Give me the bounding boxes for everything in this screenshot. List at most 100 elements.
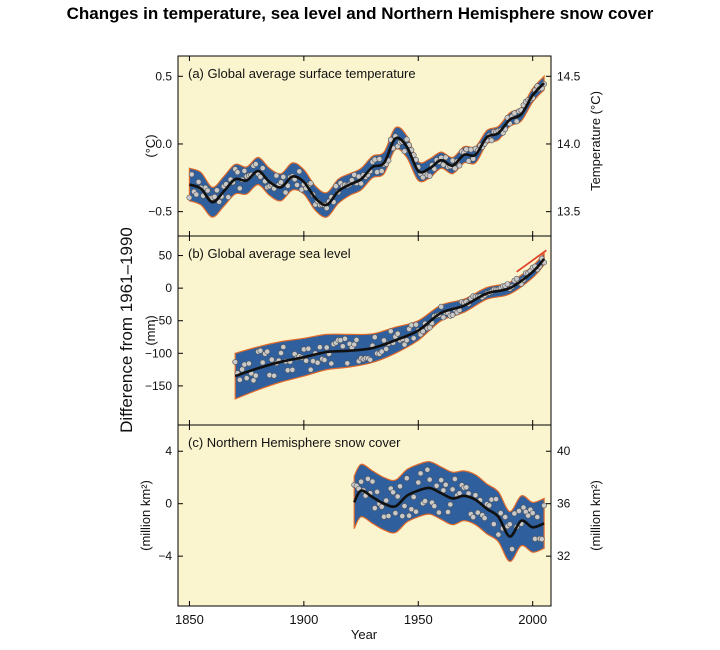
data-point — [358, 180, 364, 187]
smoothed-line — [189, 82, 546, 207]
smoothed-line — [353, 486, 545, 538]
data-point — [394, 493, 401, 500]
data-point — [188, 171, 195, 178]
data-point — [268, 356, 275, 363]
y-axis-unit-label: (mm) — [143, 315, 158, 345]
panel-background — [177, 235, 552, 426]
y-tick-label-right: 14.0 — [557, 137, 581, 151]
data-point — [289, 366, 296, 373]
data-point — [509, 546, 515, 552]
y-tick-label-left: −150 — [145, 379, 172, 393]
data-point — [314, 359, 321, 366]
data-point — [490, 521, 497, 527]
data-point — [371, 334, 378, 341]
panel-title: (a) Global average surface temperature — [188, 66, 416, 81]
data-point — [415, 479, 422, 486]
data-point — [239, 366, 245, 373]
data-point — [406, 512, 412, 519]
y-tick-label-left: 4 — [165, 444, 172, 458]
data-point — [413, 508, 419, 515]
data-point — [344, 360, 351, 367]
data-point — [397, 483, 403, 490]
data-point — [417, 470, 424, 477]
data-point — [538, 536, 545, 542]
data-point — [232, 359, 239, 365]
y-tick-label-right: 36 — [557, 497, 571, 511]
data-point — [236, 185, 243, 192]
y-tick-label-left: −4 — [158, 549, 172, 563]
data-point — [211, 193, 218, 200]
data-point — [383, 346, 390, 352]
data-point — [278, 350, 284, 356]
x-tick-label: 1850 — [175, 612, 204, 627]
data-point — [410, 494, 417, 500]
y-axis-unit-label: (million km²) — [138, 480, 153, 551]
y-tick-label-right: 32 — [557, 549, 571, 563]
data-point — [245, 360, 252, 367]
data-point — [383, 497, 390, 504]
panel-title: (c) Northern Hemisphere snow cover — [188, 435, 401, 450]
data-point — [259, 359, 266, 366]
panel-b: −150 −100 −50 0 50 (b) Global average sea lev… — [143, 235, 552, 426]
data-point — [413, 321, 419, 328]
y-axis-unit-label: (°C) — [143, 134, 158, 157]
panel-a: −0.5 0.0 0.5 13.5 14.0 14.5 (a) Global average… — [143, 55, 603, 237]
data-point — [435, 509, 442, 516]
y-tick-label-left: 50 — [159, 249, 173, 263]
panel-title: (b) Global average sea level — [188, 246, 351, 261]
data-point — [257, 173, 264, 180]
y-tick-label-right: 13.5 — [557, 205, 581, 219]
data-point — [525, 512, 531, 519]
data-point — [399, 513, 406, 519]
data-point — [364, 475, 371, 482]
data-point — [353, 336, 360, 343]
satellite-line — [516, 249, 547, 273]
data-point — [378, 348, 385, 355]
data-point — [408, 506, 415, 513]
data-point — [323, 344, 330, 351]
y-tick-label-left: 0 — [165, 497, 172, 511]
data-point — [213, 187, 220, 194]
x-axis-label: Year — [351, 627, 378, 642]
data-point — [493, 496, 499, 502]
y-axis-right-label: Temperature (°C) — [588, 91, 603, 191]
data-point — [426, 476, 433, 483]
smoothed-line — [234, 257, 546, 378]
shared-y-axis-label: Difference from 1961–1990 — [117, 227, 136, 433]
data-point — [470, 155, 477, 162]
data-point — [307, 366, 314, 373]
data-point — [449, 486, 456, 493]
data-point — [465, 158, 472, 164]
data-point — [280, 344, 287, 350]
data-point — [445, 509, 451, 515]
data-point — [257, 347, 264, 354]
data-point — [259, 165, 266, 171]
data-point — [511, 510, 518, 517]
data-point — [186, 194, 193, 201]
data-point — [332, 183, 339, 189]
x-tick-label: 2000 — [518, 612, 547, 627]
data-point — [392, 510, 399, 516]
data-point — [305, 345, 312, 352]
data-point — [278, 179, 284, 186]
data-point — [381, 337, 387, 344]
data-point — [431, 503, 438, 509]
y-axis-right-label: (million km²) — [588, 480, 603, 551]
data-point — [401, 148, 408, 155]
data-point — [438, 303, 445, 310]
y-tick-label-left: −0.5 — [148, 205, 172, 219]
data-point — [378, 168, 385, 174]
data-point — [438, 477, 445, 483]
data-point — [534, 514, 541, 520]
data-point — [495, 531, 502, 538]
data-point — [403, 475, 410, 482]
data-point — [472, 492, 479, 499]
data-point — [451, 476, 458, 482]
data-point — [234, 169, 241, 176]
data-point — [358, 478, 364, 485]
data-point — [467, 146, 474, 153]
y-tick-label-right: 40 — [557, 444, 571, 458]
data-point — [307, 180, 314, 187]
data-point — [252, 161, 259, 167]
